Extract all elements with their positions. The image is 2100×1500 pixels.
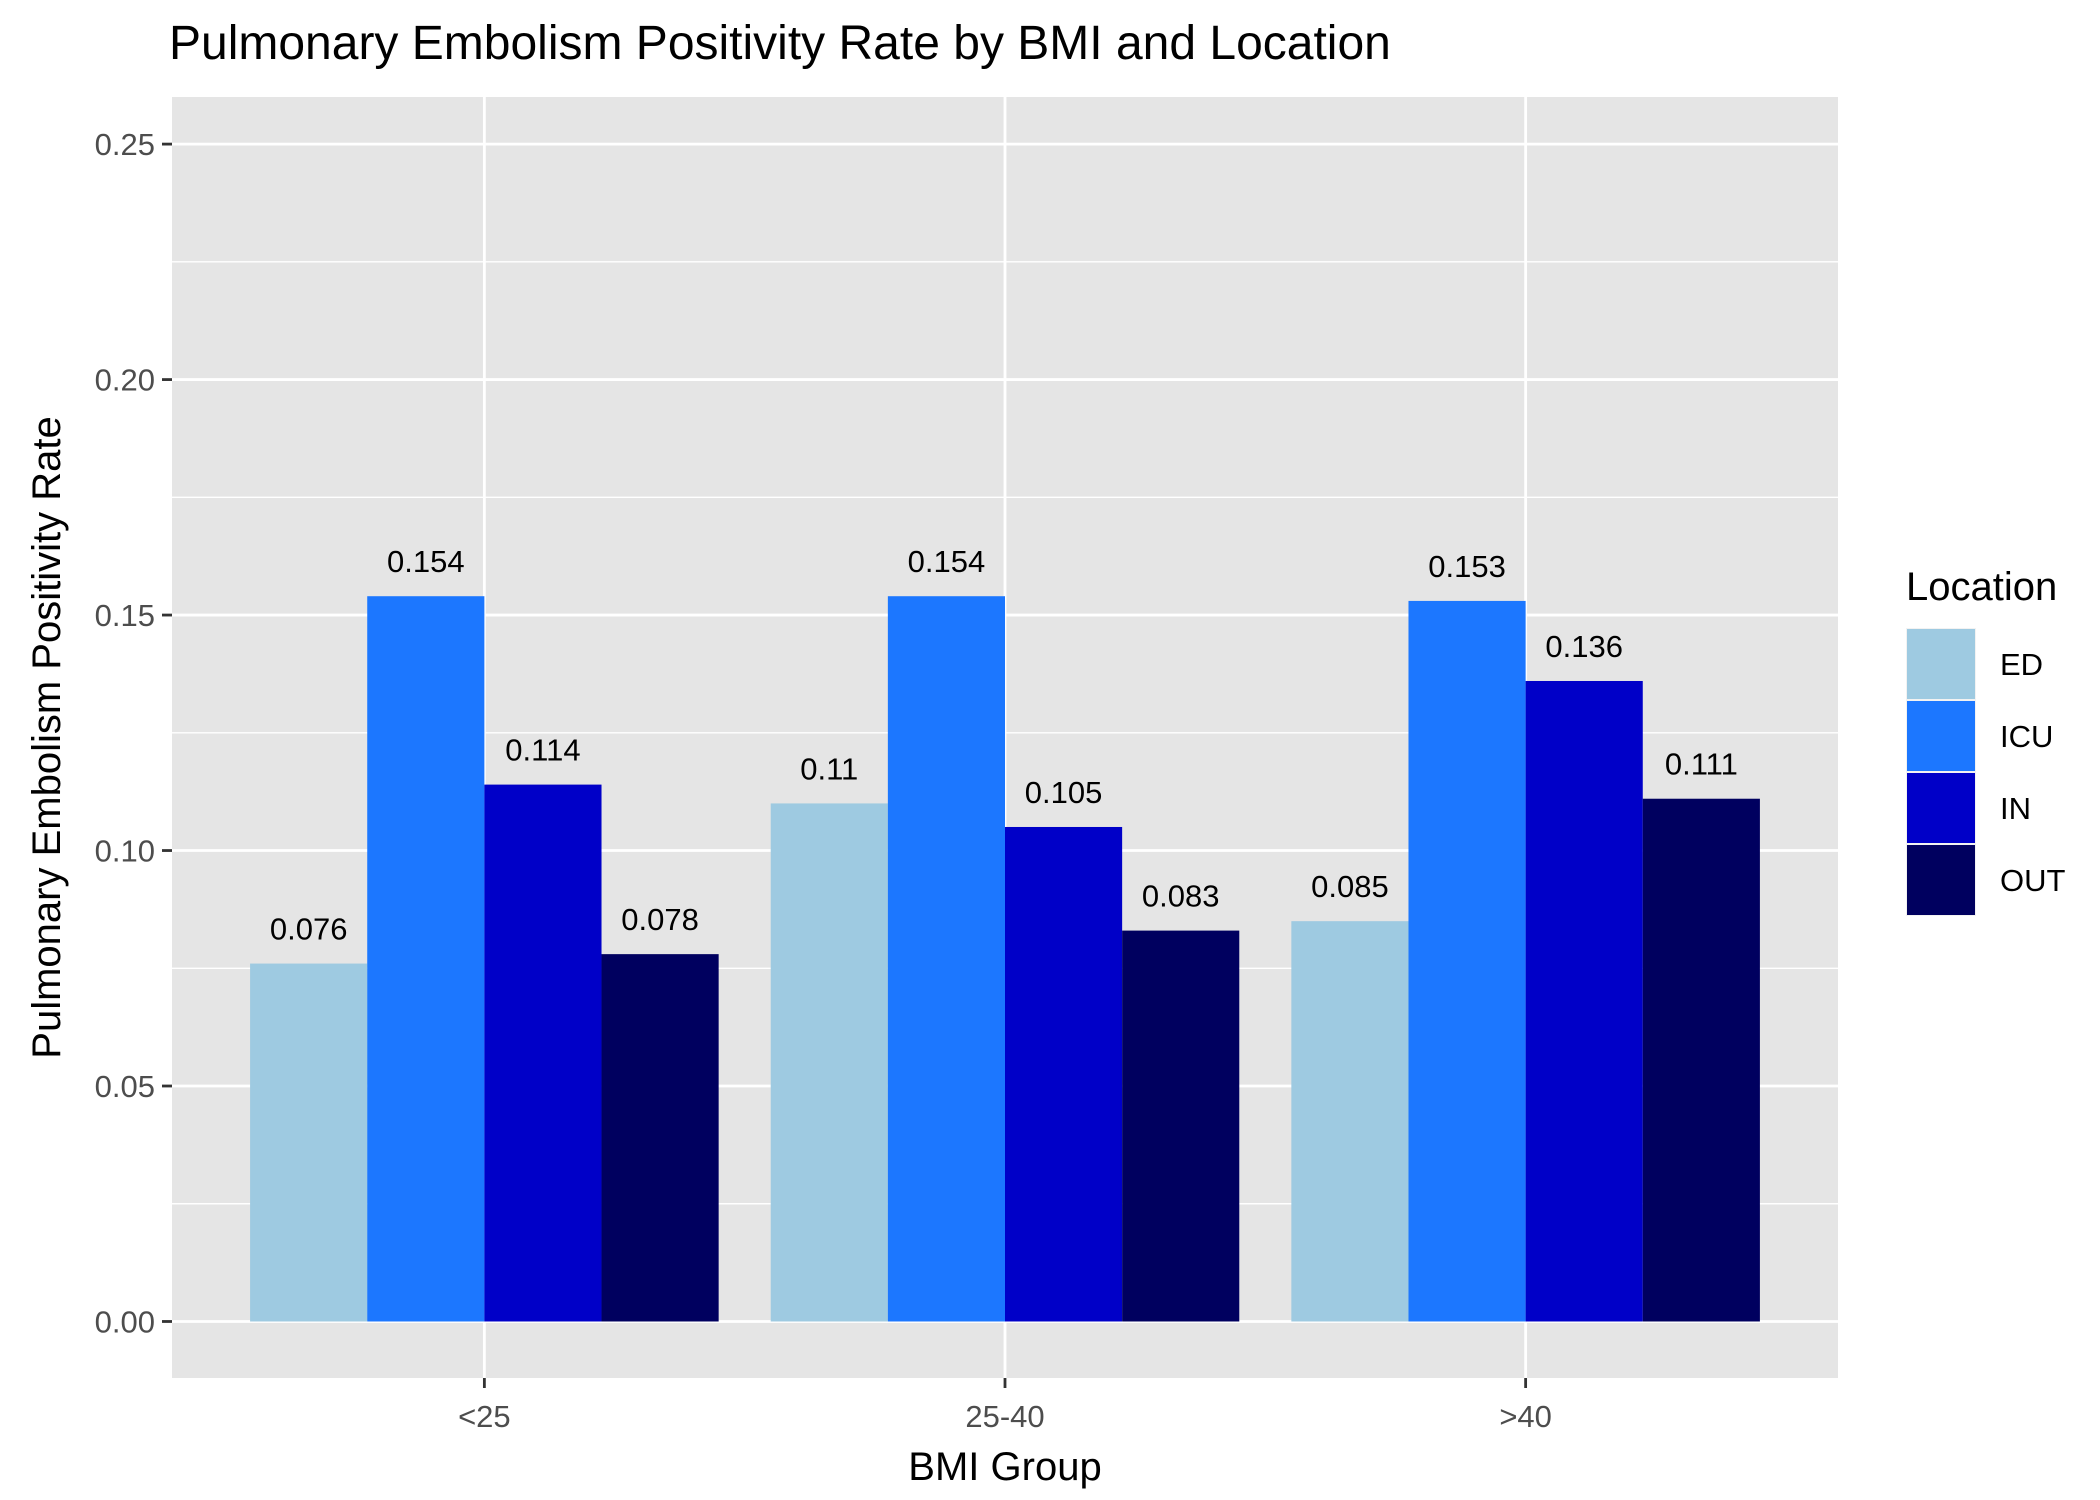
data-label: 0.111 [1665, 747, 1738, 782]
bar-in-1 [1005, 826, 1123, 1322]
y-tick-label: 0.00 [95, 1304, 155, 1339]
legend-title: Location [1906, 565, 2057, 609]
data-label: 0.154 [387, 544, 465, 579]
bar-in-0 [484, 784, 602, 1322]
legend: Location ED ICU IN OUT [1906, 565, 2066, 916]
chart-title: Pulmonary Embolism Positivity Rate by BM… [169, 17, 1391, 70]
legend-label-out: OUT [2000, 863, 2066, 898]
bar-out-0 [601, 954, 719, 1322]
legend-label-ed: ED [2000, 647, 2043, 682]
bar-icu-1 [887, 596, 1005, 1322]
x-axis: <25 25-40 >40 [458, 1378, 1552, 1434]
data-labels: 0.076 0.154 0.114 0.078 0.11 0.154 0.105 0.083 0… [270, 544, 1738, 946]
legend-swatch-icu [1907, 701, 1975, 771]
legend-swatch-ed [1907, 629, 1975, 699]
bar-out-2 [1642, 798, 1760, 1322]
bar-in-2 [1525, 680, 1643, 1322]
bars [250, 596, 1760, 1322]
bar-icu-2 [1408, 600, 1526, 1322]
x-tick-label: <25 [458, 1399, 511, 1434]
data-label: 0.078 [621, 902, 699, 937]
data-label: 0.153 [1428, 549, 1506, 584]
legend-label-in: IN [2000, 791, 2031, 826]
data-label: 0.11 [800, 751, 858, 786]
bar-ed-2 [1291, 921, 1409, 1322]
bar-icu-0 [367, 596, 485, 1322]
data-label: 0.076 [270, 912, 348, 947]
bar-ed-1 [770, 803, 888, 1322]
y-tick-label: 0.15 [95, 598, 155, 633]
y-tick-label: 0.20 [95, 363, 155, 398]
data-label: 0.083 [1142, 879, 1220, 914]
legend-swatch-in [1907, 773, 1975, 843]
data-label: 0.105 [1025, 775, 1103, 810]
y-axis: 0.00 0.05 0.10 0.15 0.20 0.25 [95, 127, 172, 1339]
x-tick-label: >40 [1499, 1399, 1552, 1434]
data-label: 0.154 [908, 544, 986, 579]
data-label: 0.085 [1311, 869, 1389, 904]
y-tick-label: 0.05 [95, 1069, 155, 1104]
legend-label-icu: ICU [2000, 719, 2053, 754]
x-tick-label: 25-40 [965, 1399, 1044, 1434]
bar-out-1 [1122, 930, 1240, 1322]
x-axis-title: BMI Group [908, 1445, 1101, 1489]
y-axis-title: Pulmonary Embolism Positivity Rate [25, 416, 69, 1058]
y-tick-label: 0.25 [95, 127, 155, 162]
bar-ed-0 [250, 963, 368, 1322]
legend-swatch-out [1907, 845, 1975, 915]
data-label: 0.136 [1545, 629, 1623, 664]
y-tick-label: 0.10 [95, 834, 155, 869]
data-label: 0.114 [505, 733, 580, 768]
